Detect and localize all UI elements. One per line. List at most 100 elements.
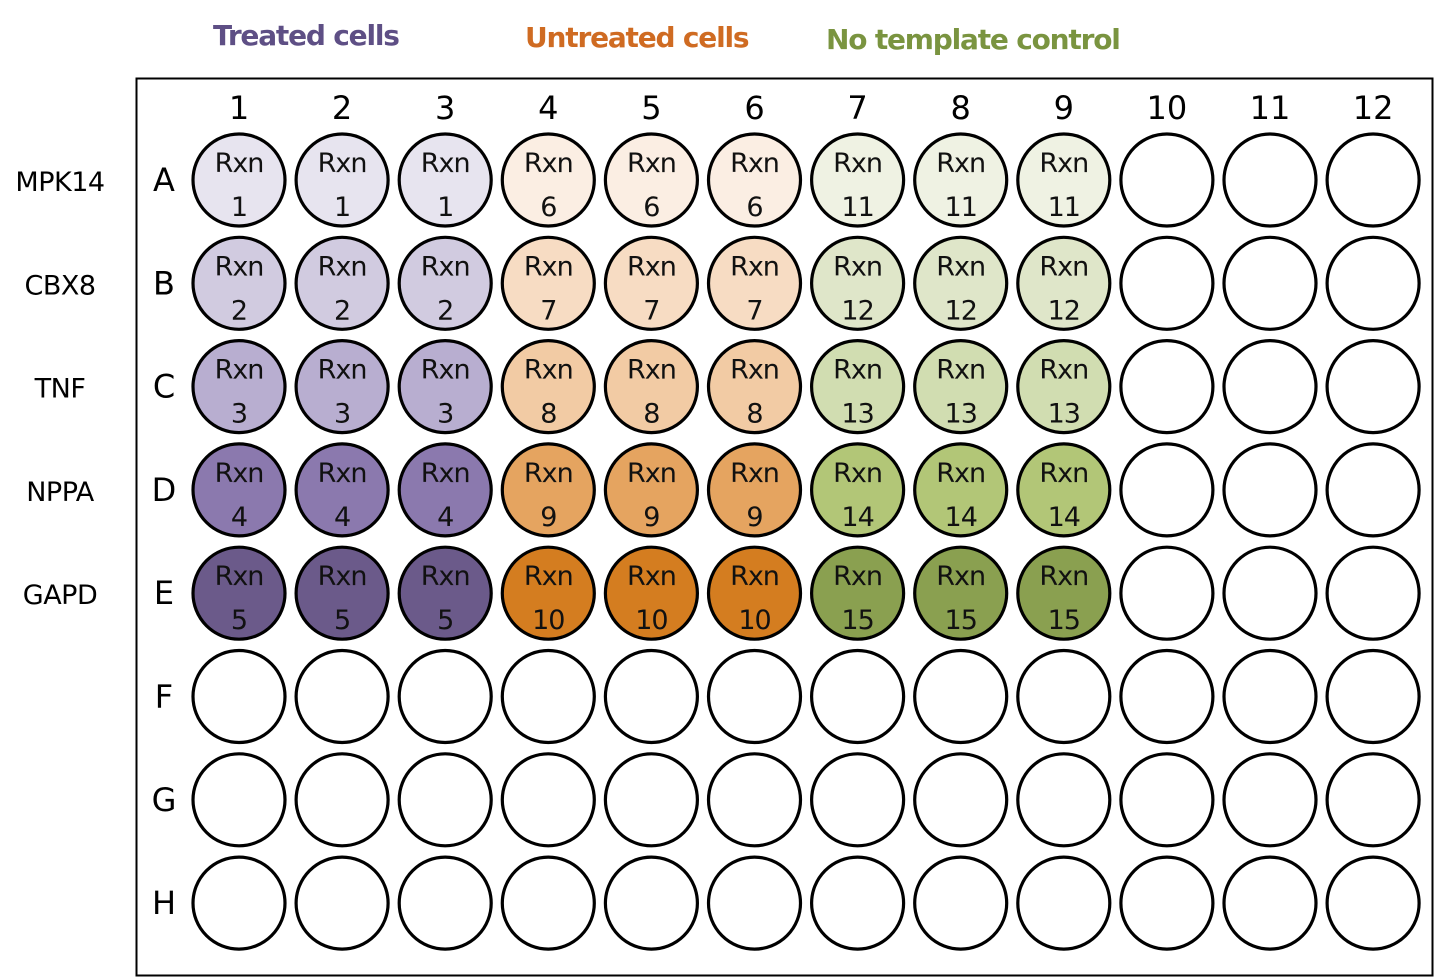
well-D4[interactable]: Rxn 9 [500,442,596,538]
well-G4[interactable] [500,752,596,848]
well-A2[interactable]: Rxn 1 [294,132,390,228]
well-B6[interactable]: Rxn 7 [706,235,803,331]
well-H12[interactable] [1325,855,1421,951]
well-C7[interactable]: Rxn 13 [809,339,906,435]
well-C11[interactable] [1222,339,1318,435]
well-H8[interactable] [913,855,1009,951]
well-F2[interactable] [294,648,390,745]
well-reaction-number: 1 [437,192,453,223]
well-E6[interactable]: Rxn 10 [706,545,803,641]
well-D8[interactable]: Rxn 14 [913,442,1009,538]
well-reaction-number: 12 [1048,295,1080,326]
well-D7[interactable]: Rxn 14 [809,442,906,538]
well-D3[interactable]: Rxn 4 [397,442,493,538]
well-F3[interactable] [397,648,493,745]
well-C1[interactable]: Rxn 3 [191,339,287,435]
well-E1[interactable]: Rxn 5 [191,545,287,641]
well-E9[interactable]: Rxn 15 [1016,545,1112,641]
well-H10[interactable] [1119,855,1215,951]
well-D2[interactable]: Rxn 4 [294,442,390,538]
well-G5[interactable] [603,752,700,848]
well-A11[interactable] [1222,132,1318,228]
well-H3[interactable] [397,855,493,951]
well-H9[interactable] [1016,855,1112,951]
well-C8[interactable]: Rxn 13 [913,339,1009,435]
well-B8[interactable]: Rxn 12 [913,235,1009,331]
well-G10[interactable] [1119,752,1215,848]
well-F12[interactable] [1325,648,1421,745]
well-A10[interactable] [1119,132,1215,228]
well-C5[interactable]: Rxn 8 [603,339,700,435]
well-H5[interactable] [603,855,700,951]
well-F8[interactable] [913,648,1009,745]
well-A8[interactable]: Rxn 11 [913,132,1009,228]
well-G2[interactable] [294,752,390,848]
well-A12[interactable] [1325,132,1421,228]
well-A7[interactable]: Rxn 11 [809,132,906,228]
well-F5[interactable] [603,648,700,745]
well-G9[interactable] [1016,752,1112,848]
well-B11[interactable] [1222,235,1318,331]
well-C12[interactable] [1325,339,1421,435]
well-B4[interactable]: Rxn 7 [500,235,596,331]
well-C9[interactable]: Rxn 13 [1016,339,1112,435]
well-D1[interactable]: Rxn 4 [191,442,287,538]
well-F10[interactable] [1119,648,1215,745]
well-B9[interactable]: Rxn 12 [1016,235,1112,331]
well-B10[interactable] [1119,235,1215,331]
well-B1[interactable]: Rxn 2 [191,235,287,331]
well-C10[interactable] [1119,339,1215,435]
well-F6[interactable] [706,648,803,745]
well-E3[interactable]: Rxn 5 [397,545,493,641]
well-A5[interactable]: Rxn 6 [603,132,700,228]
well-B12[interactable] [1325,235,1421,331]
well-G6[interactable] [706,752,803,848]
well-F7[interactable] [809,648,906,745]
well-D9[interactable]: Rxn 14 [1016,442,1112,538]
well-G12[interactable] [1325,752,1421,848]
well-C3[interactable]: Rxn 3 [397,339,493,435]
well-A3[interactable]: Rxn 1 [397,132,493,228]
well-F4[interactable] [500,648,596,745]
well-E12[interactable] [1325,545,1421,641]
well-B3[interactable]: Rxn 2 [397,235,493,331]
well-A1[interactable]: Rxn 1 [191,132,287,228]
well-A6[interactable]: Rxn 6 [706,132,803,228]
well-D11[interactable] [1222,442,1318,538]
well-B5[interactable]: Rxn 7 [603,235,700,331]
well-C2[interactable]: Rxn 3 [294,339,390,435]
well-D10[interactable] [1119,442,1215,538]
well-F1[interactable] [191,648,287,745]
well-H7[interactable] [809,855,906,951]
well-E2[interactable]: Rxn 5 [294,545,390,641]
well-G8[interactable] [913,752,1009,848]
well-G11[interactable] [1222,752,1318,848]
well-E8[interactable]: Rxn 15 [913,545,1009,641]
well-B2[interactable]: Rxn 2 [294,235,390,331]
well-H4[interactable] [500,855,596,951]
well-E4[interactable]: Rxn 10 [500,545,596,641]
well-A9[interactable]: Rxn 11 [1016,132,1112,228]
well-prefix: Rxn [936,561,985,592]
well-E10[interactable] [1119,545,1215,641]
well-E7[interactable]: Rxn 15 [809,545,906,641]
well-F11[interactable] [1222,648,1318,745]
well-G7[interactable] [809,752,906,848]
well-H11[interactable] [1222,855,1318,951]
well-D5[interactable]: Rxn 9 [603,442,700,538]
well-D12[interactable] [1325,442,1421,538]
well-F9[interactable] [1016,648,1112,745]
well-D6[interactable]: Rxn 9 [706,442,803,538]
well-B7[interactable]: Rxn 12 [809,235,906,331]
well-G3[interactable] [397,752,493,848]
well-H1[interactable] [191,855,287,951]
well-H6[interactable] [706,855,803,951]
well-H2[interactable] [294,855,390,951]
well-E11[interactable] [1222,545,1318,641]
well-C6[interactable]: Rxn 8 [706,339,803,435]
well-circle [913,132,1009,228]
well-C4[interactable]: Rxn 8 [500,339,596,435]
well-A4[interactable]: Rxn 6 [500,132,596,228]
well-E5[interactable]: Rxn 10 [603,545,700,641]
well-G1[interactable] [191,752,287,848]
